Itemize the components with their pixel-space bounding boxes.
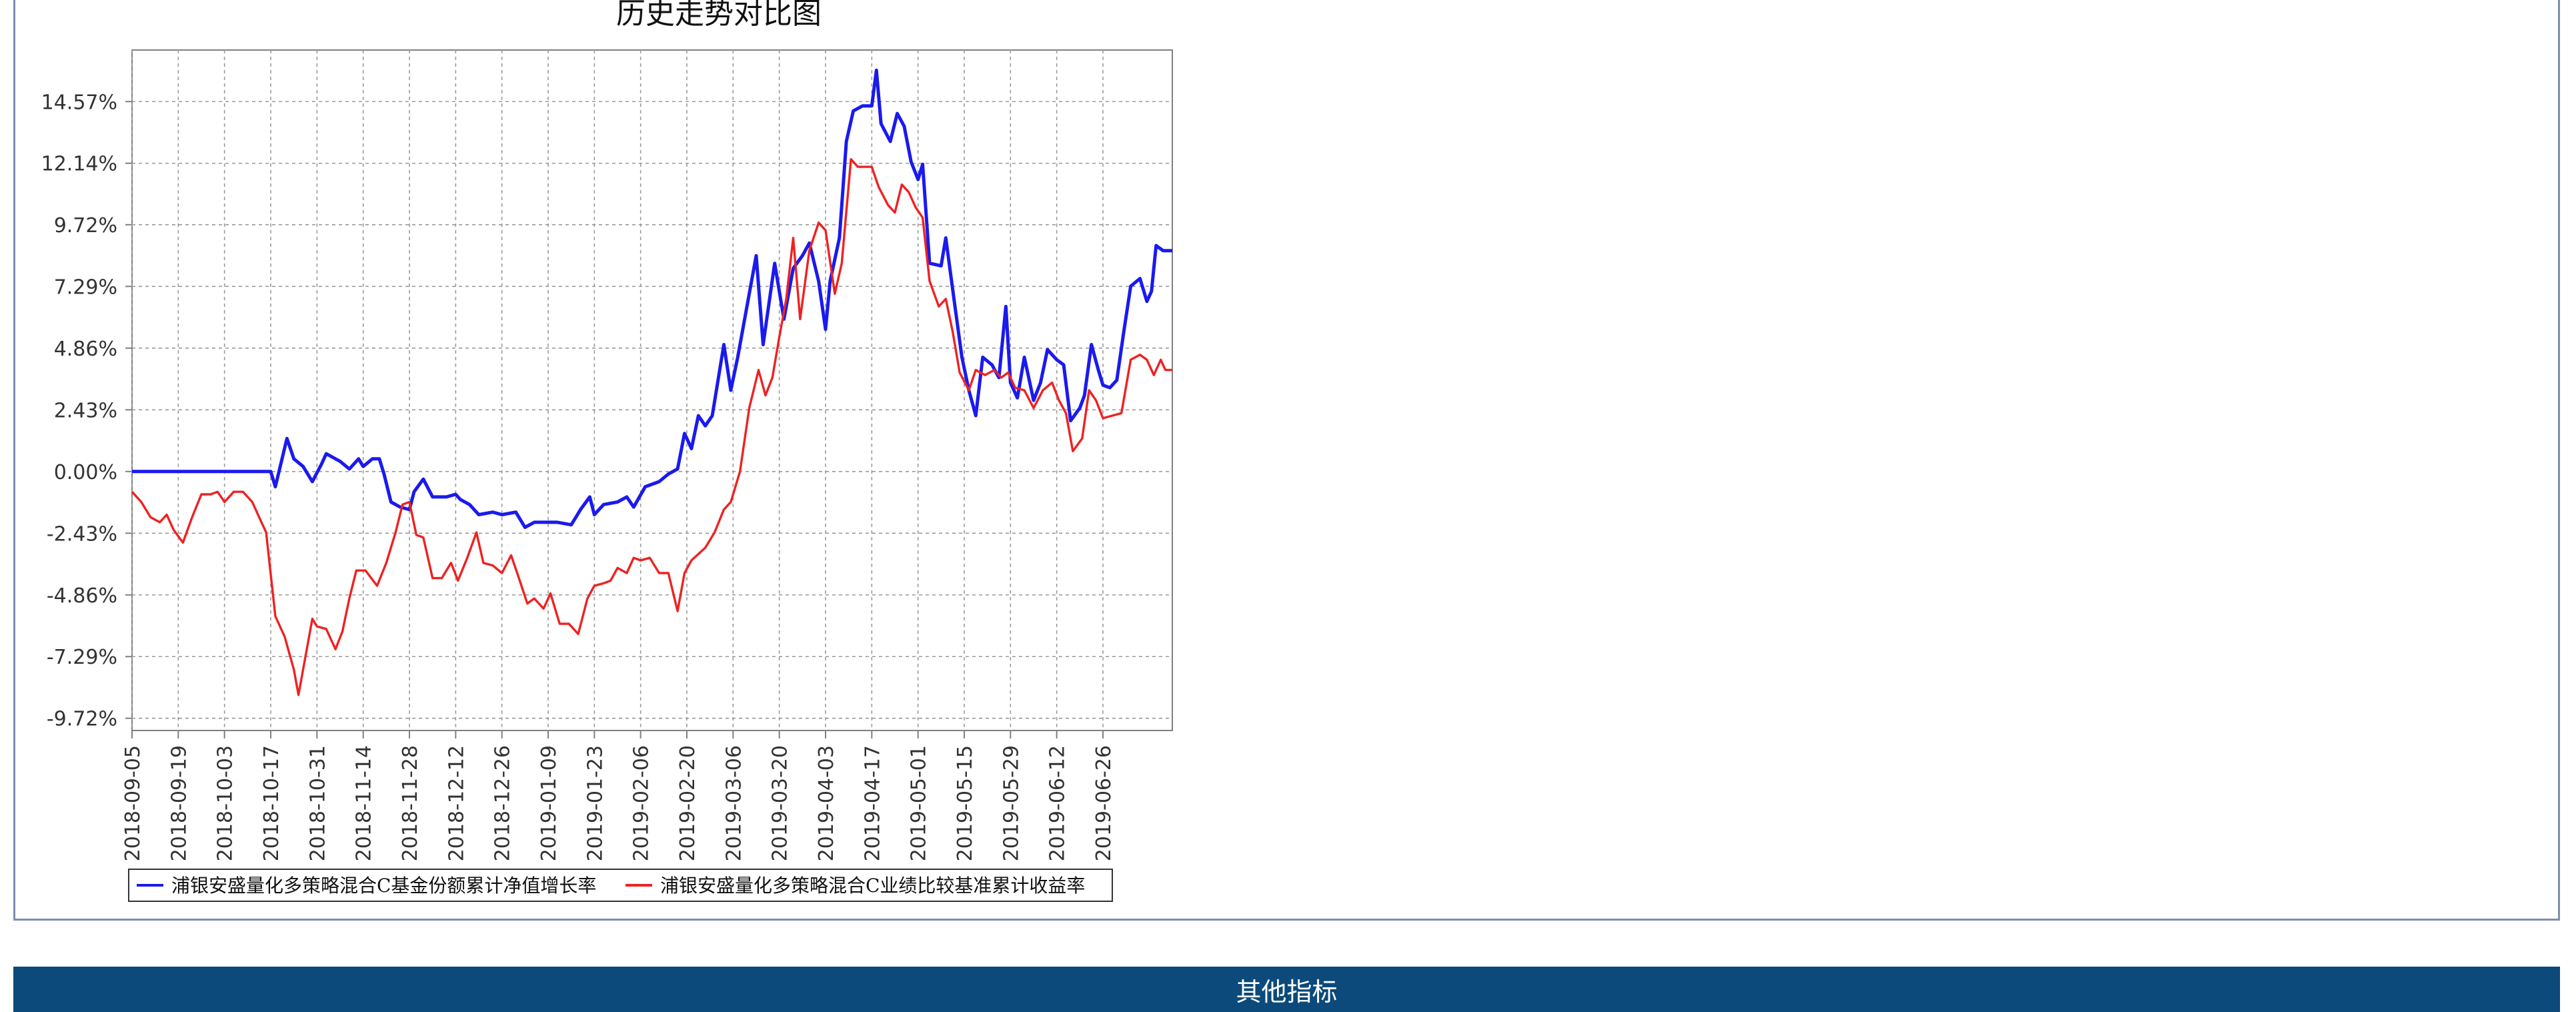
legend-label: 浦银安盛量化多策略混合C基金份额累计净值增长率 xyxy=(171,875,596,897)
x-tick-label: 2018-11-14 xyxy=(353,745,376,861)
other-indicators-section-bar[interactable]: 其他指标 xyxy=(13,967,2560,1012)
legend-box xyxy=(128,869,1113,902)
x-tick-label: 2019-05-29 xyxy=(1000,745,1023,861)
legend-label: 浦银安盛量化多策略混合C业绩比较基准累计收益率 xyxy=(660,875,1085,897)
x-tick-label: 2018-11-28 xyxy=(399,745,422,861)
x-tick-label: 2019-02-20 xyxy=(676,745,700,861)
x-tick-label: 2018-12-12 xyxy=(445,745,468,861)
x-tick-label: 2019-04-03 xyxy=(815,745,838,861)
x-tick-label: 2018-10-17 xyxy=(260,745,283,861)
y-axis-labels: 14.57% 12.14% 9.72% 7.29% 4.86% 2.43% 0.00% -2.… xyxy=(41,91,117,730)
y-tick-label: 0.00% xyxy=(54,461,117,484)
y-tick-label: 4.86% xyxy=(54,338,117,361)
y-tick-label: -9.72% xyxy=(47,708,117,731)
series-line-benchmark-return xyxy=(131,157,1172,696)
x-tick-label: 2019-06-12 xyxy=(1046,745,1070,861)
x-tick-label: 2019-06-26 xyxy=(1092,745,1116,861)
plot-grid xyxy=(125,49,1173,738)
x-tick-label: 2019-01-23 xyxy=(583,745,607,861)
x-tick-label: 2018-10-03 xyxy=(214,745,237,861)
plot-series xyxy=(131,68,1172,696)
history-trend-chart: 历史走势对比图 14.57% 12.14% 9.72% 7.29% 4.86% 2.43%… xyxy=(41,0,1173,902)
y-tick-label: 2.43% xyxy=(54,399,117,422)
x-tick-label: 2018-12-26 xyxy=(491,745,515,861)
x-tick-label: 2019-01-09 xyxy=(537,745,561,861)
y-tick-label: -2.43% xyxy=(47,522,117,546)
x-tick-label: 2019-05-01 xyxy=(908,745,931,861)
x-tick-label: 2019-04-17 xyxy=(861,745,884,861)
x-tick-label: 2018-10-31 xyxy=(306,745,329,861)
chart-panel: 历史走势对比图 14.57% 12.14% 9.72% 7.29% 4.86% 2.43%… xyxy=(13,0,2560,921)
y-tick-label: 12.14% xyxy=(41,153,117,176)
x-tick-label: 2018-09-05 xyxy=(121,745,145,861)
y-tick-label: -7.29% xyxy=(47,646,117,669)
x-tick-label: 2019-03-06 xyxy=(722,745,746,861)
x-tick-label: 2019-05-15 xyxy=(954,745,977,861)
x-tick-label: 2018-09-19 xyxy=(167,745,191,861)
x-tick-label: 2019-03-20 xyxy=(769,745,792,861)
y-tick-label: 9.72% xyxy=(54,214,117,237)
chart-title: 历史走势对比图 xyxy=(616,0,822,31)
y-tick-label: -4.86% xyxy=(47,584,117,608)
chart-legend: 浦银安盛量化多策略混合C基金份额累计净值增长率 浦银安盛量化多策略混合C业绩比较基… xyxy=(128,869,1113,902)
series-line-fund-nav-growth xyxy=(132,68,1172,529)
plot-frame xyxy=(131,49,1173,731)
x-axis-labels: 2018-09-05 2018-09-19 2018-10-03 2018-10-17… xyxy=(121,745,1116,861)
section-bar-label: 其他指标 xyxy=(1236,977,1338,1007)
y-tick-label: 7.29% xyxy=(54,276,117,299)
y-tick-label: 14.57% xyxy=(41,91,117,114)
x-tick-label: 2019-02-06 xyxy=(630,745,654,861)
